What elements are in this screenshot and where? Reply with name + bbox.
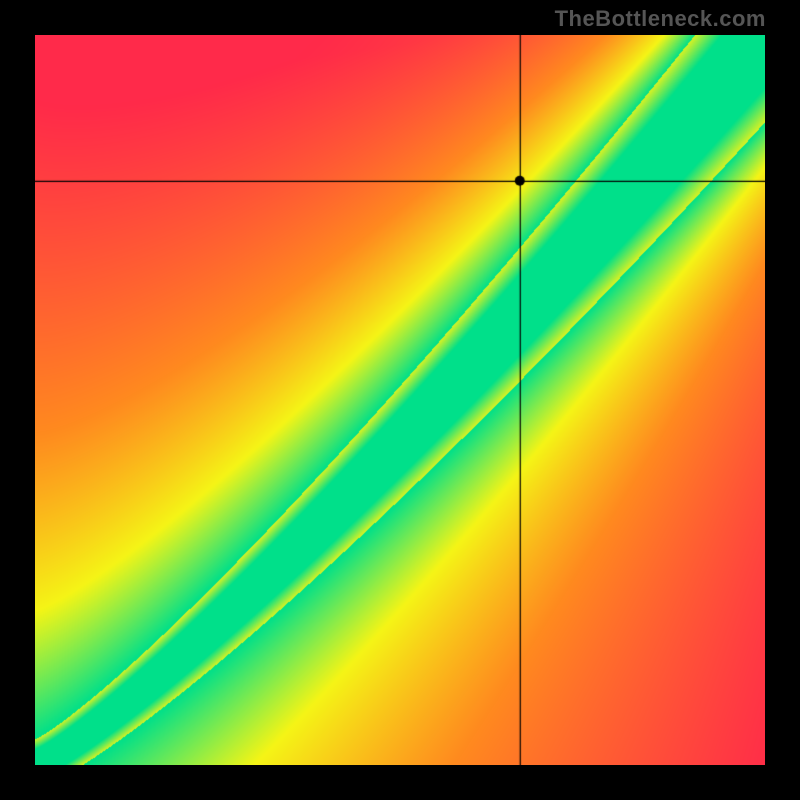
watermark-text: TheBottleneck.com	[555, 6, 766, 32]
chart-container: TheBottleneck.com	[0, 0, 800, 800]
bottleneck-heatmap	[35, 35, 765, 765]
